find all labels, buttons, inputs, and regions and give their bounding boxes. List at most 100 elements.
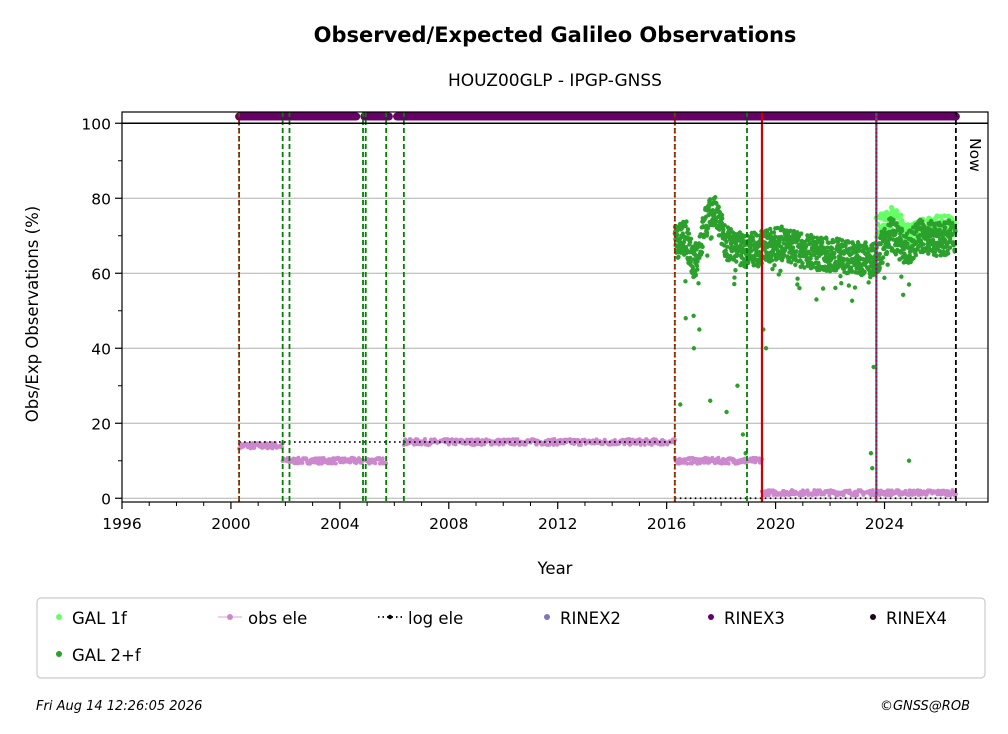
gal-2f-point xyxy=(926,251,931,256)
x-tick-label: 1996 xyxy=(102,515,141,533)
legend-box xyxy=(36,597,986,679)
gal-2f-point xyxy=(849,269,855,274)
gal-2f-outlier xyxy=(871,364,876,370)
gal-2f-point xyxy=(688,259,693,265)
gal-2f-point xyxy=(863,240,868,245)
gal-2f-point xyxy=(778,268,783,274)
gal-2f-point xyxy=(832,251,837,256)
gal-2f-point xyxy=(831,239,836,244)
gal-2f-point xyxy=(704,230,710,235)
gal-2f-point xyxy=(688,236,694,242)
gal-2f-point xyxy=(833,285,838,291)
gal-2f-point xyxy=(885,262,890,267)
gal-2f-point xyxy=(846,240,852,245)
legend-label-rinex2: RINEX2 xyxy=(560,609,621,628)
event-lines-layer xyxy=(122,112,988,502)
obs-ele-point xyxy=(622,442,627,447)
gal-2f-point xyxy=(893,252,899,257)
log-ele-layer xyxy=(239,441,956,500)
gal-2f-point xyxy=(724,244,730,249)
obs-ele-point xyxy=(906,492,911,497)
obs-ele-point xyxy=(300,460,305,465)
obs-ele-point xyxy=(373,461,378,466)
gal-2f-point xyxy=(794,249,799,254)
gal-2f-point xyxy=(724,239,729,244)
gal-2f-point xyxy=(768,226,773,232)
gal-2f-point xyxy=(865,246,870,252)
gal-2f-point xyxy=(700,244,705,249)
gal-2f-point xyxy=(707,197,713,202)
gal-2f-point xyxy=(809,252,814,258)
obs-ele-point xyxy=(326,461,331,466)
gal-2f-point xyxy=(799,231,804,236)
gal-2f-point xyxy=(839,281,844,286)
x-tick-label: 2000 xyxy=(211,515,250,533)
gal-2f-point xyxy=(768,254,774,260)
gal-2f-point xyxy=(705,253,710,258)
gal-observations-layer xyxy=(672,195,958,471)
x-axis-label: Year xyxy=(537,559,573,578)
gal-2f-point xyxy=(816,260,821,266)
gal-2f-point xyxy=(713,195,718,200)
obs-ele-point xyxy=(576,438,581,443)
gal-2f-point xyxy=(693,272,699,278)
gal-2f-point xyxy=(803,244,809,249)
gal-2f-point xyxy=(820,236,825,241)
gal-2f-point xyxy=(808,256,813,261)
gal-2f-point xyxy=(722,223,727,228)
gal-2f-point xyxy=(877,251,883,257)
gal-2f-point xyxy=(733,241,739,247)
gal-2f-point xyxy=(732,281,737,287)
x-tick-label: 2012 xyxy=(538,515,577,533)
gal-2f-outlier xyxy=(724,409,729,415)
gal-2f-point xyxy=(820,286,826,291)
legend-label-obsele: obs ele xyxy=(248,609,307,628)
gal-2f-outlier xyxy=(870,466,875,471)
obs-ele-point xyxy=(333,461,338,466)
obs-ele-point xyxy=(578,442,583,447)
gal-2f-point xyxy=(772,263,777,268)
obs-ele-point xyxy=(726,461,731,466)
obs-ele-point xyxy=(642,442,647,447)
gal-2f-point xyxy=(819,251,824,256)
y-tick-label: 20 xyxy=(91,415,111,433)
gal-2f-point xyxy=(727,230,732,235)
gal-2f-point xyxy=(820,239,825,245)
obs-ele-point xyxy=(612,437,617,442)
gal-2f-point xyxy=(838,273,843,279)
obs-ele-point xyxy=(870,488,875,493)
chart-subtitle: HOUZ00GLP - IPGP-GNSS xyxy=(448,71,662,91)
obs-ele-point xyxy=(766,493,771,498)
gal-1f-point xyxy=(941,213,948,219)
gal-2f-outlier xyxy=(740,432,746,437)
gal-2f-point xyxy=(788,228,793,234)
gal-2f-point xyxy=(942,225,948,230)
y-tick-label: 60 xyxy=(91,265,111,283)
gal-2f-point xyxy=(769,258,775,263)
legend-label-rinex4: RINEX4 xyxy=(886,609,947,628)
gal-2f-outlier xyxy=(814,297,819,302)
gal-2f-point xyxy=(779,244,784,250)
gal-2f-point xyxy=(891,217,896,223)
gal-2f-point xyxy=(683,279,688,284)
gal-2f-point xyxy=(696,281,701,286)
gal-2f-point xyxy=(733,268,738,273)
y-tick-label: 40 xyxy=(91,340,111,358)
gal-2f-point xyxy=(728,226,733,232)
gal-2f-point xyxy=(691,313,696,318)
gal-2f-point xyxy=(772,234,778,239)
legend-label-logele: log ele xyxy=(408,609,463,628)
gal-2f-point xyxy=(862,269,867,275)
gal-2f-point xyxy=(928,233,933,239)
gal-2f-point xyxy=(770,266,775,272)
x-tick-label: 2004 xyxy=(320,515,359,533)
gal-2f-point xyxy=(721,227,726,232)
gal-2f-outlier xyxy=(683,316,688,321)
y-tick-label: 80 xyxy=(91,190,111,208)
gal-2f-point xyxy=(716,204,721,210)
y-axis-label: Obs/Exp Observations (%) xyxy=(23,206,42,422)
legend-marker-logele xyxy=(387,614,393,620)
gal-2f-point xyxy=(793,262,798,268)
gal-2f-point xyxy=(705,226,711,231)
x-tick-label: 2020 xyxy=(756,515,795,533)
